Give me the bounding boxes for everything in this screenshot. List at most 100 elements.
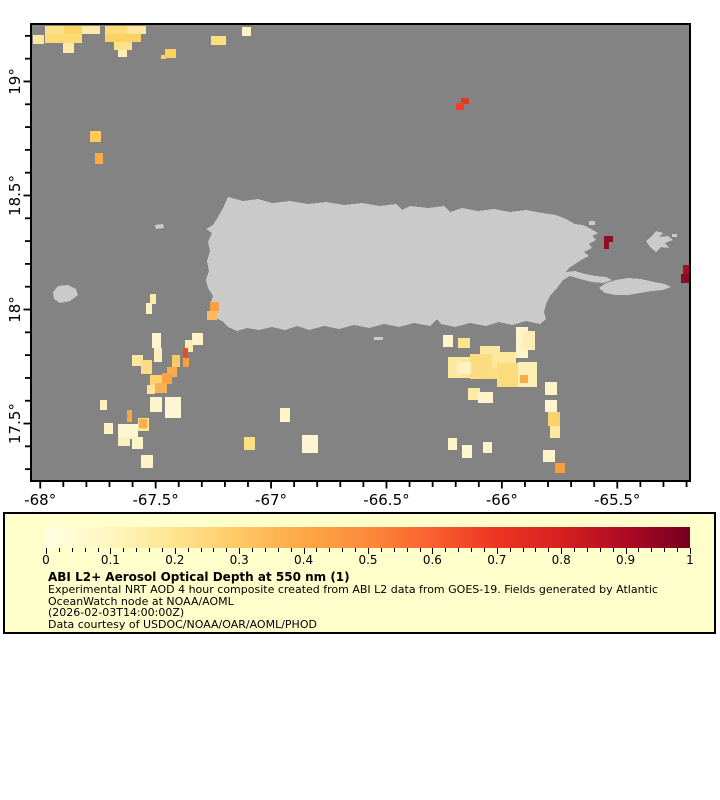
colorbar-tick bbox=[355, 548, 357, 552]
aod-data-pixel bbox=[183, 348, 188, 358]
colorbar-tick bbox=[561, 548, 563, 554]
aod-data-pixel bbox=[545, 382, 557, 395]
island-landmass bbox=[589, 221, 595, 225]
aod-data-pixel bbox=[518, 362, 537, 387]
colorbar-tick bbox=[97, 548, 99, 552]
x-axis-label: -67.5° bbox=[132, 491, 178, 509]
map-frame bbox=[30, 23, 691, 482]
colorbar-tick bbox=[677, 548, 679, 552]
aod-data-pixel bbox=[681, 274, 690, 283]
colorbar-tick bbox=[329, 548, 331, 552]
aod-data-pixel bbox=[480, 346, 500, 357]
colorbar-tick-label: 0 bbox=[42, 553, 50, 567]
x-axis-label: -65.5° bbox=[594, 491, 640, 509]
colorbar-ticks bbox=[46, 548, 692, 555]
legend-line-timestamp: (2026-02-03T14:00:00Z) bbox=[48, 607, 185, 619]
aod-data-pixel bbox=[165, 397, 181, 418]
colorbar-tick bbox=[264, 548, 266, 552]
colorbar-tick bbox=[625, 548, 627, 554]
colorbar-tick bbox=[123, 548, 125, 552]
aod-data-pixel bbox=[211, 36, 226, 45]
colorbar-tick bbox=[496, 548, 498, 554]
aod-data-pixel bbox=[457, 362, 471, 374]
aod-data-pixel bbox=[185, 340, 193, 352]
aod-data-pixel bbox=[448, 438, 457, 450]
aod-data-pixel bbox=[141, 455, 153, 468]
y-axis-label: 18.5° bbox=[6, 175, 24, 216]
aod-data-pixel bbox=[210, 302, 219, 311]
colorbar-tick-label: 0.1 bbox=[100, 553, 120, 567]
aod-data-pixel bbox=[105, 26, 127, 34]
aod-data-pixel bbox=[523, 331, 535, 350]
aod-data-pixel bbox=[458, 338, 470, 348]
aod-data-pixel bbox=[497, 363, 518, 387]
colorbar-tick bbox=[58, 548, 60, 552]
aod-data-pixel bbox=[604, 236, 613, 242]
x-axis-label: -66.5° bbox=[363, 491, 409, 509]
aod-data-pixel bbox=[90, 131, 101, 142]
colorbar-tick bbox=[71, 548, 73, 552]
aod-data-pixel bbox=[161, 55, 166, 59]
colorbar-tick-label: 0.3 bbox=[229, 553, 249, 567]
aod-data-pixel bbox=[302, 435, 318, 453]
island-landmass bbox=[672, 234, 677, 237]
colorbar-tick bbox=[690, 548, 691, 554]
colorbar-tick-label: 0.6 bbox=[422, 553, 442, 567]
colorbar-tick-label: 1 bbox=[686, 553, 694, 567]
colorbar-tick bbox=[239, 548, 241, 554]
aod-data-pixel bbox=[242, 27, 251, 36]
colorbar-tick bbox=[586, 548, 588, 552]
island-landmass bbox=[155, 224, 164, 229]
aod-data-pixel bbox=[468, 388, 480, 400]
colorbar-tick bbox=[432, 548, 434, 554]
colorbar-tick bbox=[380, 548, 382, 552]
legend-text-block: ABI L2+ Aerosol Optical Depth at 550 nm … bbox=[48, 570, 706, 630]
colorbar-tick bbox=[419, 548, 421, 552]
aod-data-pixel bbox=[280, 408, 290, 422]
aod-data-pixel bbox=[45, 34, 82, 43]
aod-data-pixel bbox=[604, 242, 609, 249]
aod-data-pixel bbox=[165, 49, 176, 58]
colorbar-tick bbox=[174, 548, 176, 554]
colorbar-gradient bbox=[46, 527, 690, 548]
legend-line-source: OceanWatch node at NOAA/AOML bbox=[48, 595, 234, 607]
colorbar-tick bbox=[612, 548, 614, 552]
x-axis-label: -67° bbox=[255, 491, 287, 509]
colorbar-tick bbox=[651, 548, 653, 552]
colorbar-tick bbox=[548, 548, 550, 552]
aod-data-pixel bbox=[118, 424, 138, 439]
colorbar-tick bbox=[84, 548, 86, 552]
colorbar-tick bbox=[161, 548, 163, 552]
aod-data-pixel bbox=[550, 426, 560, 438]
aod-data-pixel bbox=[146, 303, 152, 314]
aod-data-pixel bbox=[192, 333, 203, 345]
aod-map-svg: -68° -67.5° -67° -66.5° -66° -65.5° 19° 18.5° 18… bbox=[6, 23, 691, 509]
aod-data-pixel bbox=[104, 423, 113, 434]
aod-data-pixel bbox=[147, 385, 155, 394]
aod-data-pixel bbox=[167, 367, 177, 377]
aod-data-pixel bbox=[45, 26, 64, 34]
colorbar-tick-label: 0.9 bbox=[616, 553, 636, 567]
aod-data-pixel bbox=[139, 419, 147, 428]
legend-line-courtesy: Data courtesy of USDOC/NOAA/OAR/AOML/PHO… bbox=[48, 618, 317, 630]
aod-data-pixel bbox=[207, 311, 217, 320]
aod-data-pixel bbox=[150, 294, 156, 304]
island-landmass bbox=[374, 337, 383, 340]
aod-data-pixel bbox=[63, 43, 74, 53]
colorbar-tick-label: 0.2 bbox=[165, 553, 185, 567]
aod-data-pixel bbox=[154, 348, 162, 362]
island-landmass bbox=[646, 231, 673, 252]
colorbar-tick bbox=[149, 548, 151, 552]
colorbar-tick bbox=[290, 548, 292, 552]
aod-data-pixel bbox=[132, 437, 143, 449]
colorbar-tick bbox=[110, 548, 112, 554]
colorbar-tick bbox=[303, 548, 305, 554]
y-axis-label: 19° bbox=[6, 68, 24, 95]
colorbar-tick bbox=[200, 548, 202, 552]
x-axis-label: -66° bbox=[486, 491, 518, 509]
aod-data-pixel bbox=[114, 42, 132, 50]
colorbar-tick-label: 0.8 bbox=[551, 553, 571, 567]
colorbar-tick-label: 0.7 bbox=[487, 553, 507, 567]
colorbar-tick bbox=[226, 548, 228, 552]
